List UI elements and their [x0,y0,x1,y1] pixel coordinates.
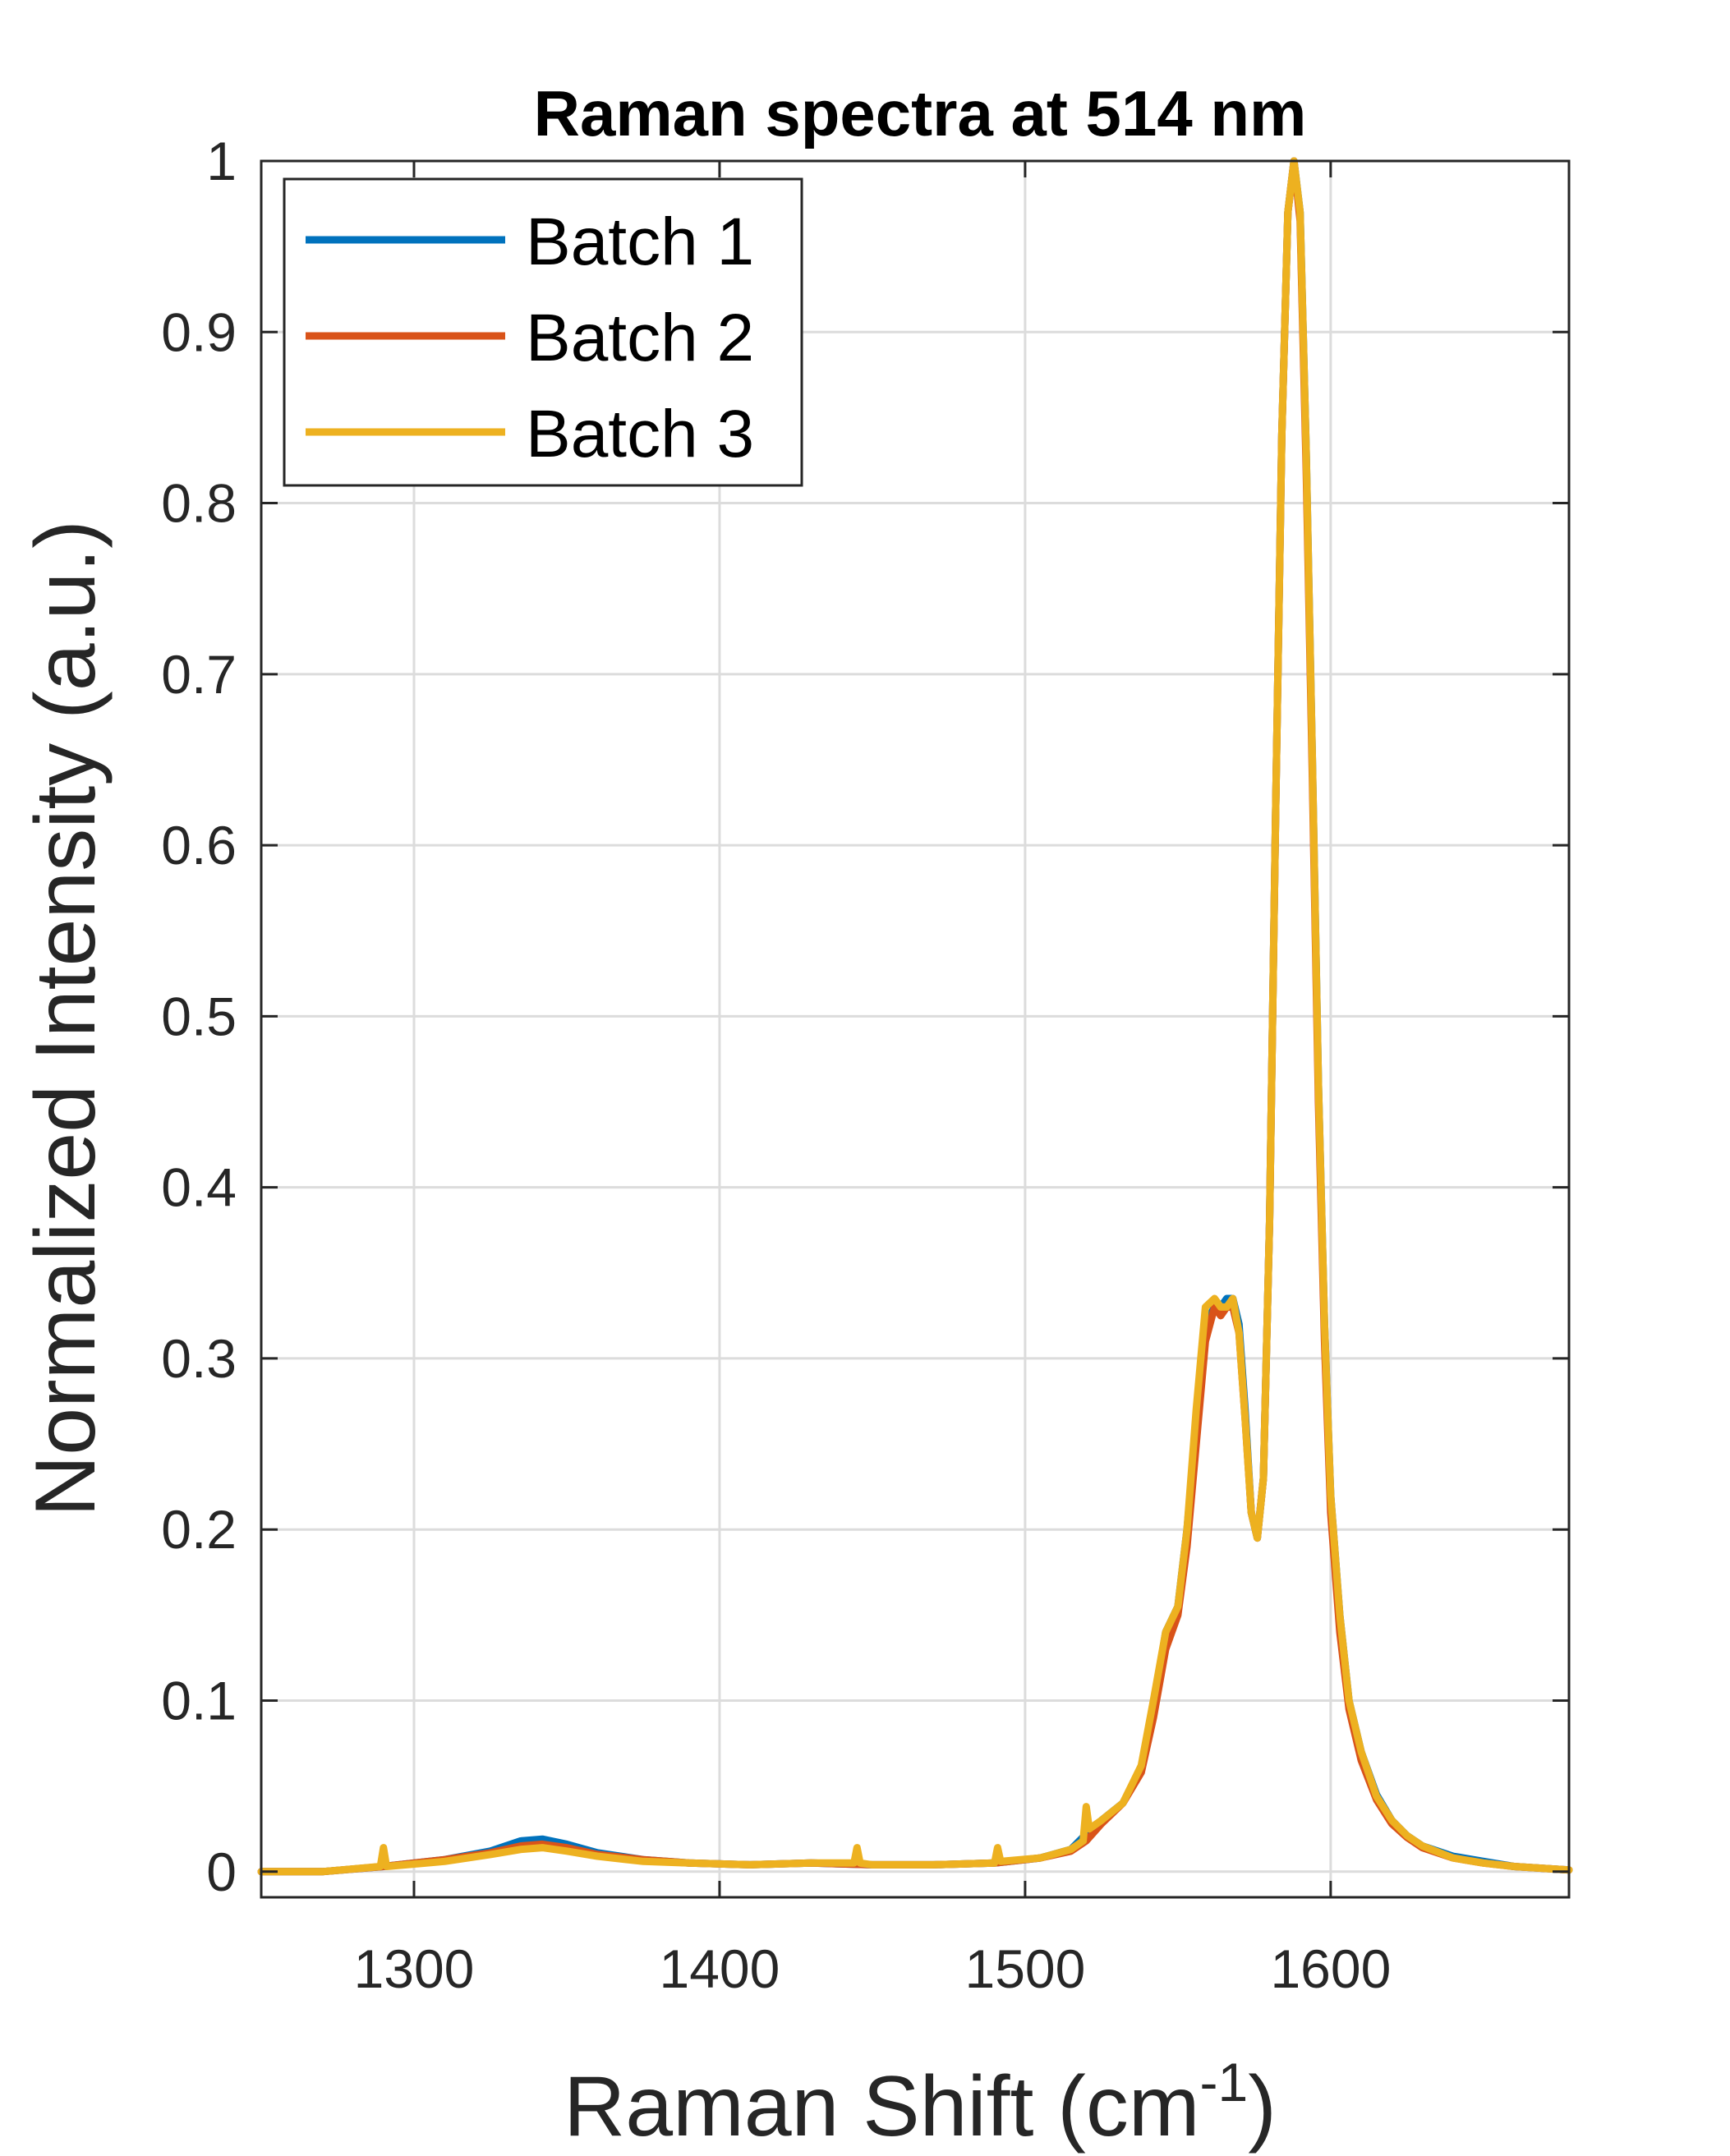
plot-frame [260,159,1571,1899]
legend-label-batch-1: Batch 1 [526,205,754,279]
legend: Batch 1 Batch 2 Batch 3 [283,177,803,487]
y-tick-label: 0.7 [161,644,237,705]
y-tick-label: 1 [206,131,237,191]
y-tick-label: 0.4 [161,1157,237,1218]
x-axis-label: Raman Shift (cm-1) [564,2052,1277,2154]
tick-layer: 1300 1400 1500 1600 0 0.1 0.2 0.3 0.4 0.5 0.6 0.7 0.… [161,131,1569,1999]
legend-label-batch-2: Batch 2 [526,301,754,375]
x-axis-label-close: ) [1248,2059,1277,2154]
y-tick-label: 0.1 [161,1670,237,1731]
chart-title: Raman spectra at 514 nm [534,77,1307,149]
y-tick-label: 0.2 [161,1499,237,1560]
y-tick-label: 0.3 [161,1328,237,1389]
y-tick-label: 0.5 [161,986,237,1046]
x-axis-label-superscript: -1 [1200,2052,1249,2112]
legend-label-batch-3: Batch 3 [526,397,754,471]
x-tick-label: 1400 [660,1938,780,1999]
legend-items: Batch 1 Batch 2 Batch 3 [306,205,754,471]
series-line-batch-3 [257,157,1573,1876]
x-tick-label: 1300 [354,1938,475,1999]
x-tick-label: 1500 [964,1938,1085,1999]
series-layer [257,157,1573,1876]
y-tick-label: 0.6 [161,815,237,876]
y-tick-label: 0.9 [161,301,237,362]
x-axis-label-main: Raman Shift (cm [564,2059,1199,2154]
grid-layer [261,159,1569,1897]
y-tick-label: 0 [206,1841,237,1902]
y-tick-label: 0.8 [161,473,237,534]
y-axis-label: Normalized Intensity (a.u.) [18,520,113,1517]
x-tick-label: 1600 [1270,1938,1391,1999]
